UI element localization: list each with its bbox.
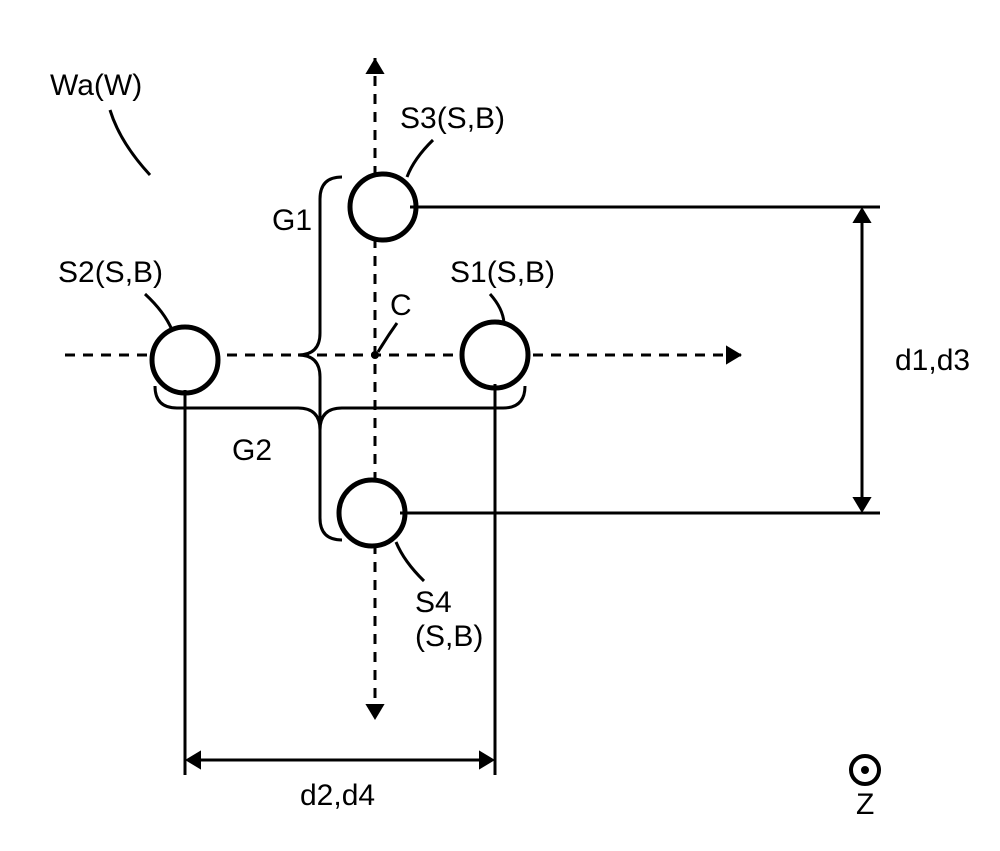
svg-text:(S,B): (S,B) bbox=[415, 620, 483, 653]
node-label-s4: S4 bbox=[415, 586, 452, 619]
dim-d1d3-label: d1,d3 bbox=[895, 344, 970, 377]
diagram-canvas: C S1(S,B) S2(S,B) S3(S,B) S4(S,B) G1 G2 d1,d3 d2… bbox=[0, 0, 1000, 851]
node-s1 bbox=[462, 322, 528, 388]
dim-d2d4-label: d2,d4 bbox=[300, 779, 375, 812]
node-label-s2: S2(S,B) bbox=[58, 256, 163, 289]
center-point bbox=[371, 351, 379, 359]
brace-label-g1: G1 bbox=[272, 204, 312, 237]
node-s3 bbox=[350, 174, 416, 240]
annotation-wa: Wa(W) bbox=[50, 69, 142, 102]
node-label-s1: S1(S,B) bbox=[450, 256, 555, 289]
z-axis-label: Z bbox=[856, 788, 874, 821]
brace-label-g2: G2 bbox=[232, 434, 272, 467]
node-label-s3: S3(S,B) bbox=[400, 102, 505, 135]
node-s4 bbox=[339, 480, 405, 546]
center-label: C bbox=[390, 289, 412, 322]
node-s2 bbox=[152, 327, 218, 393]
brace-g2 bbox=[155, 386, 525, 430]
